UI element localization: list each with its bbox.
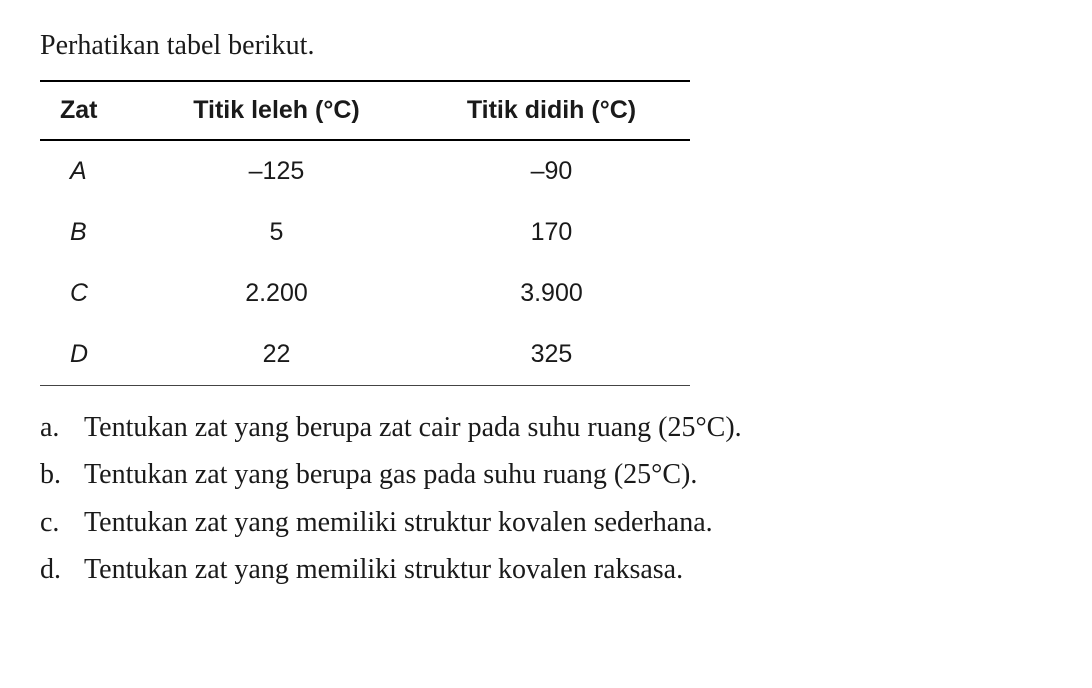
cell-zat: D	[40, 324, 140, 386]
cell-leleh: 2.200	[140, 263, 413, 324]
table-header-row: Zat Titik leleh (°C) Titik didih (°C)	[40, 81, 690, 140]
question-list: a. Tentukan zat yang berupa zat cair pad…	[40, 406, 1052, 592]
question-letter: c.	[40, 501, 84, 544]
cell-leleh: 22	[140, 324, 413, 386]
cell-leleh: 5	[140, 202, 413, 263]
table-row: B 5 170	[40, 202, 690, 263]
cell-zat: B	[40, 202, 140, 263]
list-item: c. Tentukan zat yang memiliki struktur k…	[40, 501, 1052, 544]
cell-leleh: –125	[140, 140, 413, 202]
col-header-titik-leleh: Titik leleh (°C)	[140, 81, 413, 140]
list-item: d. Tentukan zat yang memiliki struktur k…	[40, 548, 1052, 591]
list-item: b. Tentukan zat yang berupa gas pada suh…	[40, 453, 1052, 496]
question-letter: a.	[40, 406, 84, 449]
table-row: A –125 –90	[40, 140, 690, 202]
data-table: Zat Titik leleh (°C) Titik didih (°C) A …	[40, 80, 690, 386]
question-letter: b.	[40, 453, 84, 496]
cell-didih: 325	[413, 324, 690, 386]
table-row: C 2.200 3.900	[40, 263, 690, 324]
question-text: Tentukan zat yang memiliki struktur kova…	[84, 548, 683, 591]
question-text: Tentukan zat yang berupa zat cair pada s…	[84, 406, 742, 449]
cell-didih: 3.900	[413, 263, 690, 324]
cell-zat: A	[40, 140, 140, 202]
intro-text: Perhatikan tabel berikut.	[40, 30, 1052, 62]
question-text: Tentukan zat yang berupa gas pada suhu r…	[84, 453, 697, 496]
list-item: a. Tentukan zat yang berupa zat cair pad…	[40, 406, 1052, 449]
cell-didih: –90	[413, 140, 690, 202]
cell-didih: 170	[413, 202, 690, 263]
col-header-titik-didih: Titik didih (°C)	[413, 81, 690, 140]
table-row: D 22 325	[40, 324, 690, 386]
cell-zat: C	[40, 263, 140, 324]
question-letter: d.	[40, 548, 84, 591]
col-header-zat: Zat	[40, 81, 140, 140]
question-text: Tentukan zat yang memiliki struktur kova…	[84, 501, 713, 544]
